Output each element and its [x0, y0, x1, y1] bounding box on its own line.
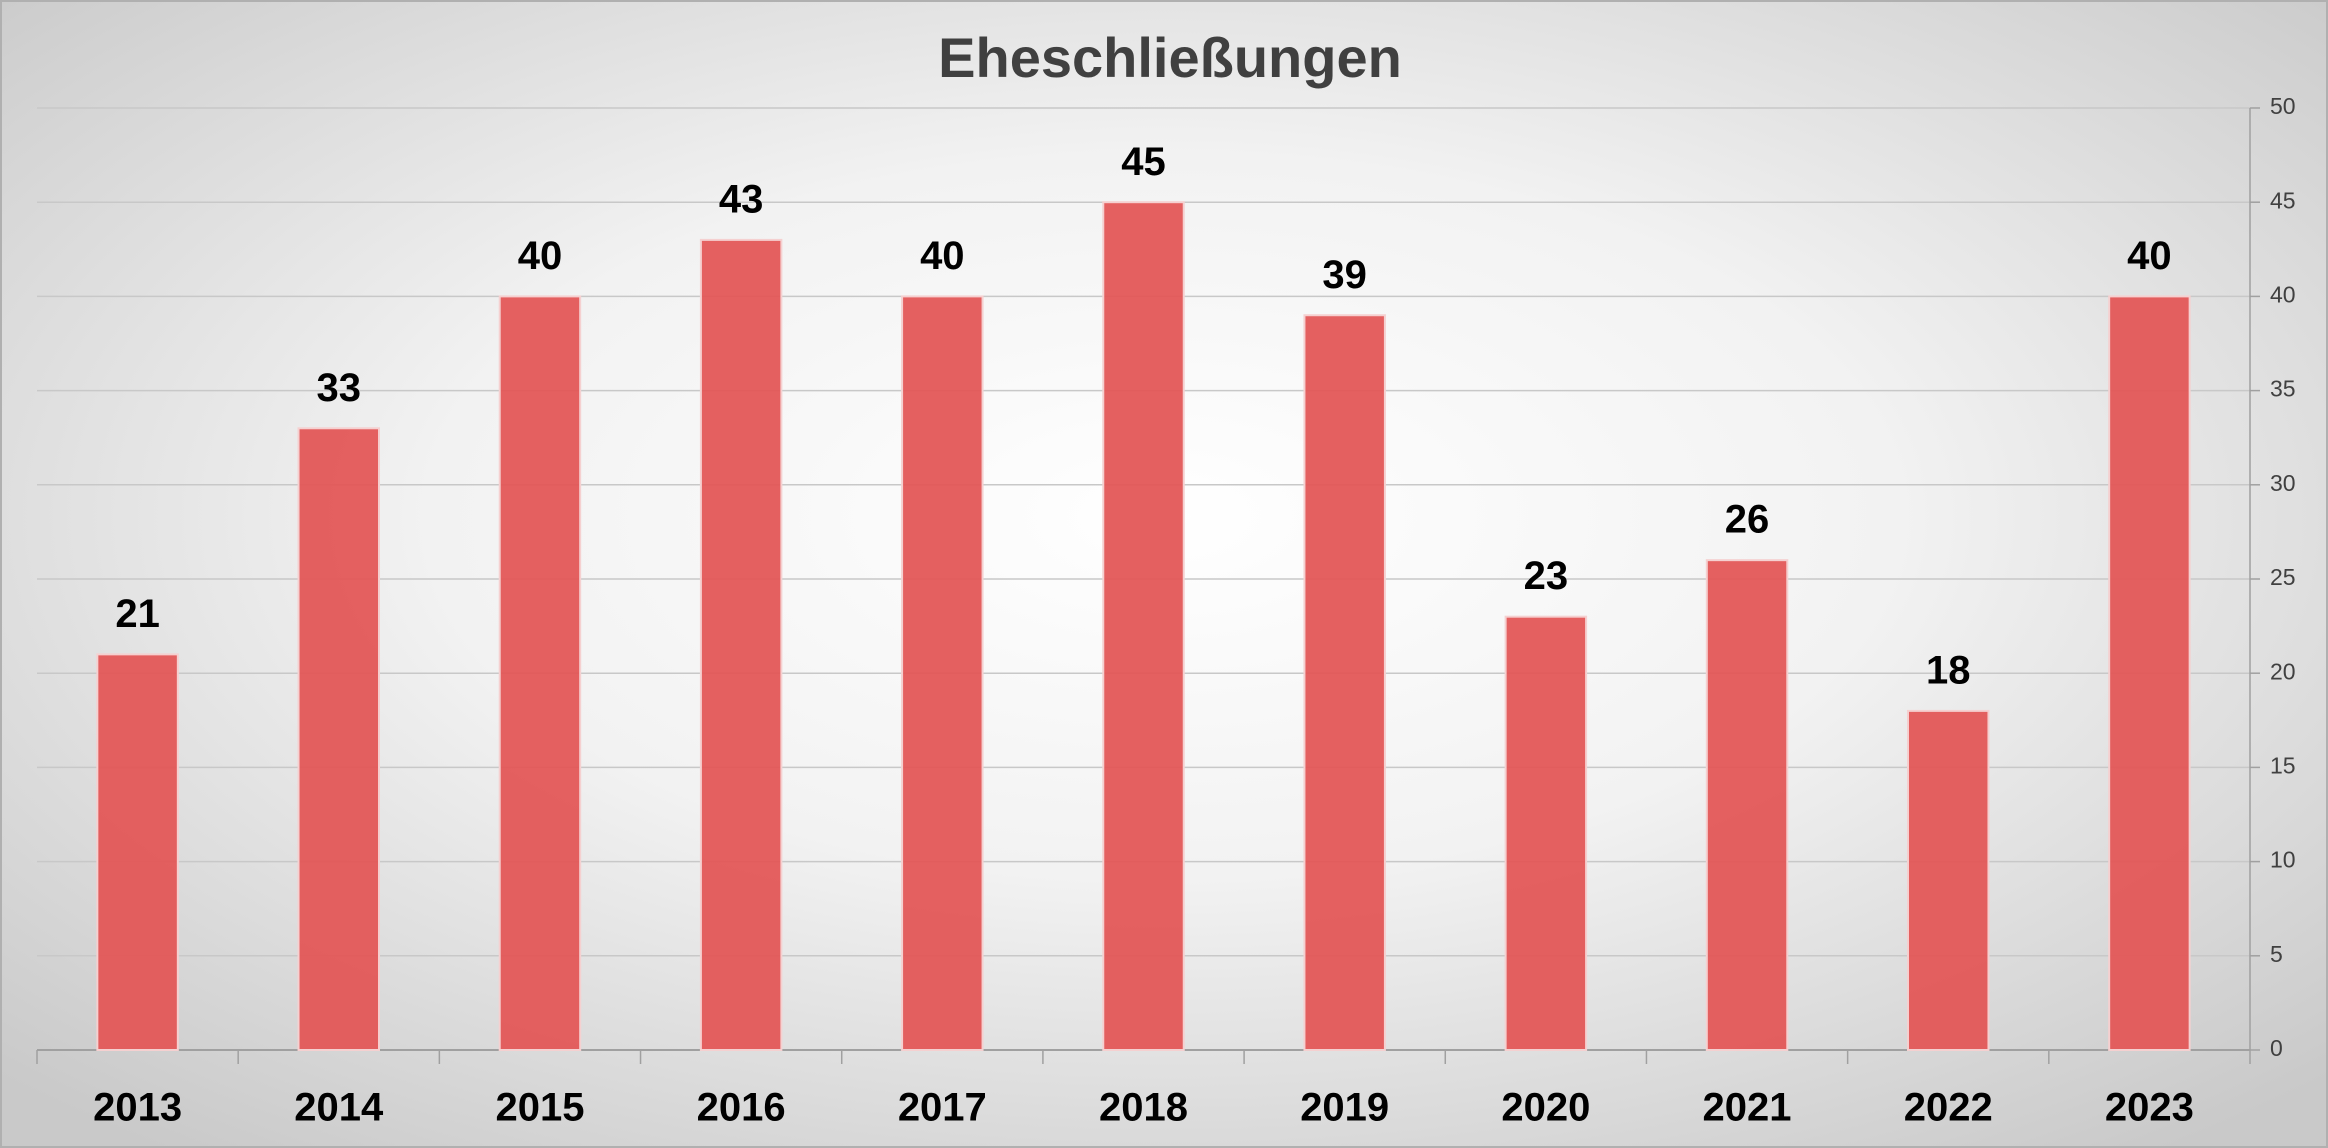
y-tick-label: 45: [2270, 187, 2296, 213]
x-tick-label: 2014: [294, 1086, 384, 1130]
y-tick-label: 5: [2270, 941, 2283, 967]
bar: [96, 653, 179, 1051]
bar: [699, 238, 783, 1051]
x-tick-label: 2019: [1300, 1086, 1389, 1130]
x-tick-label: 2023: [2105, 1086, 2194, 1130]
x-tick-label: 2021: [1703, 1086, 1792, 1130]
y-tick-label: 35: [2270, 376, 2296, 402]
bar: [297, 427, 381, 1051]
data-label: 45: [1121, 140, 1166, 184]
x-tick-label: 2022: [1904, 1086, 1993, 1130]
x-tick-label: 2013: [93, 1086, 182, 1130]
y-tick-label: 30: [2270, 470, 2296, 496]
y-tick-label: 50: [2270, 93, 2296, 119]
bar: [2108, 295, 2191, 1051]
y-tick-label: 20: [2270, 658, 2296, 684]
data-label: 40: [518, 234, 563, 278]
bar: [901, 295, 984, 1051]
bar: [1102, 201, 1185, 1051]
chart-title: Eheschließungen: [938, 26, 1402, 89]
data-label: 39: [1322, 253, 1367, 297]
data-label: 23: [1524, 554, 1569, 598]
y-tick-label: 15: [2270, 752, 2296, 778]
y-tick-label: 25: [2270, 564, 2296, 590]
y-tick-label: 0: [2270, 1035, 2283, 1061]
data-label: 21: [115, 592, 160, 636]
x-tick-label: 2020: [1501, 1086, 1590, 1130]
bar: [1303, 314, 1386, 1051]
y-tick-label: 10: [2270, 847, 2296, 873]
y-tick-label: 40: [2270, 281, 2296, 307]
bar: [1705, 559, 1789, 1051]
data-label: 40: [2127, 234, 2172, 278]
x-tick-label: 2017: [898, 1086, 987, 1130]
x-tick-label: 2018: [1099, 1086, 1188, 1130]
bar: [498, 295, 582, 1051]
x-tick-label: 2016: [697, 1086, 786, 1130]
data-label: 26: [1725, 498, 1770, 542]
data-label: 43: [719, 177, 764, 221]
x-tick-label: 2015: [495, 1086, 584, 1130]
bar: [1906, 709, 1990, 1051]
data-label: 18: [1926, 648, 1971, 692]
data-label: 33: [317, 366, 362, 410]
bar: [1504, 615, 1588, 1051]
data-label: 40: [920, 234, 965, 278]
